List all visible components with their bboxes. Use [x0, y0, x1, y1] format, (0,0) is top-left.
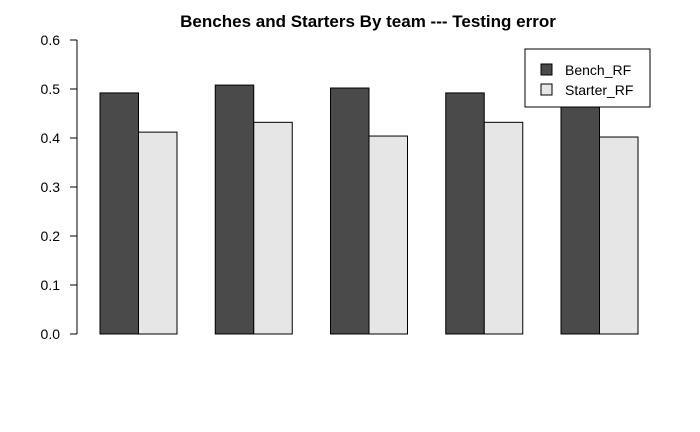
- y-tick-label: 0.0: [41, 326, 61, 342]
- legend: Bench_RF Starter_RF: [524, 48, 651, 108]
- bar-bench-1: [99, 92, 139, 335]
- y-tick-label: 0.5: [41, 81, 61, 97]
- bar-starter-4: [483, 121, 524, 335]
- bars-group: [99, 84, 639, 335]
- y-tick-label: 0.3: [41, 179, 61, 195]
- chart-title: Benches and Starters By team --- Testing…: [180, 12, 556, 31]
- y-tick-label: 0.2: [41, 228, 61, 244]
- bar-starter-2: [253, 121, 293, 335]
- y-tick-label: 0.6: [41, 32, 61, 48]
- bar-starter-1: [138, 131, 178, 335]
- legend-swatch-bench: [540, 63, 553, 76]
- legend-box: [524, 48, 651, 108]
- y-tick-label: 0.1: [41, 277, 61, 293]
- legend-label-bench: Bench_RF: [565, 62, 631, 78]
- bar-starter-5: [599, 136, 639, 335]
- legend-swatch-starter: [540, 83, 553, 96]
- y-tick-label: 0.4: [41, 130, 61, 146]
- bar-starter-3: [368, 135, 408, 335]
- bar-bench-4: [445, 92, 485, 335]
- bar-bench-3: [330, 87, 370, 335]
- bar-bench-5: [560, 91, 600, 335]
- legend-label-starter: Starter_RF: [565, 82, 633, 98]
- bar-bench-2: [214, 84, 255, 335]
- y-axis: 0.0 0.1 0.2 0.3 0.4 0.5 0.6: [41, 32, 78, 342]
